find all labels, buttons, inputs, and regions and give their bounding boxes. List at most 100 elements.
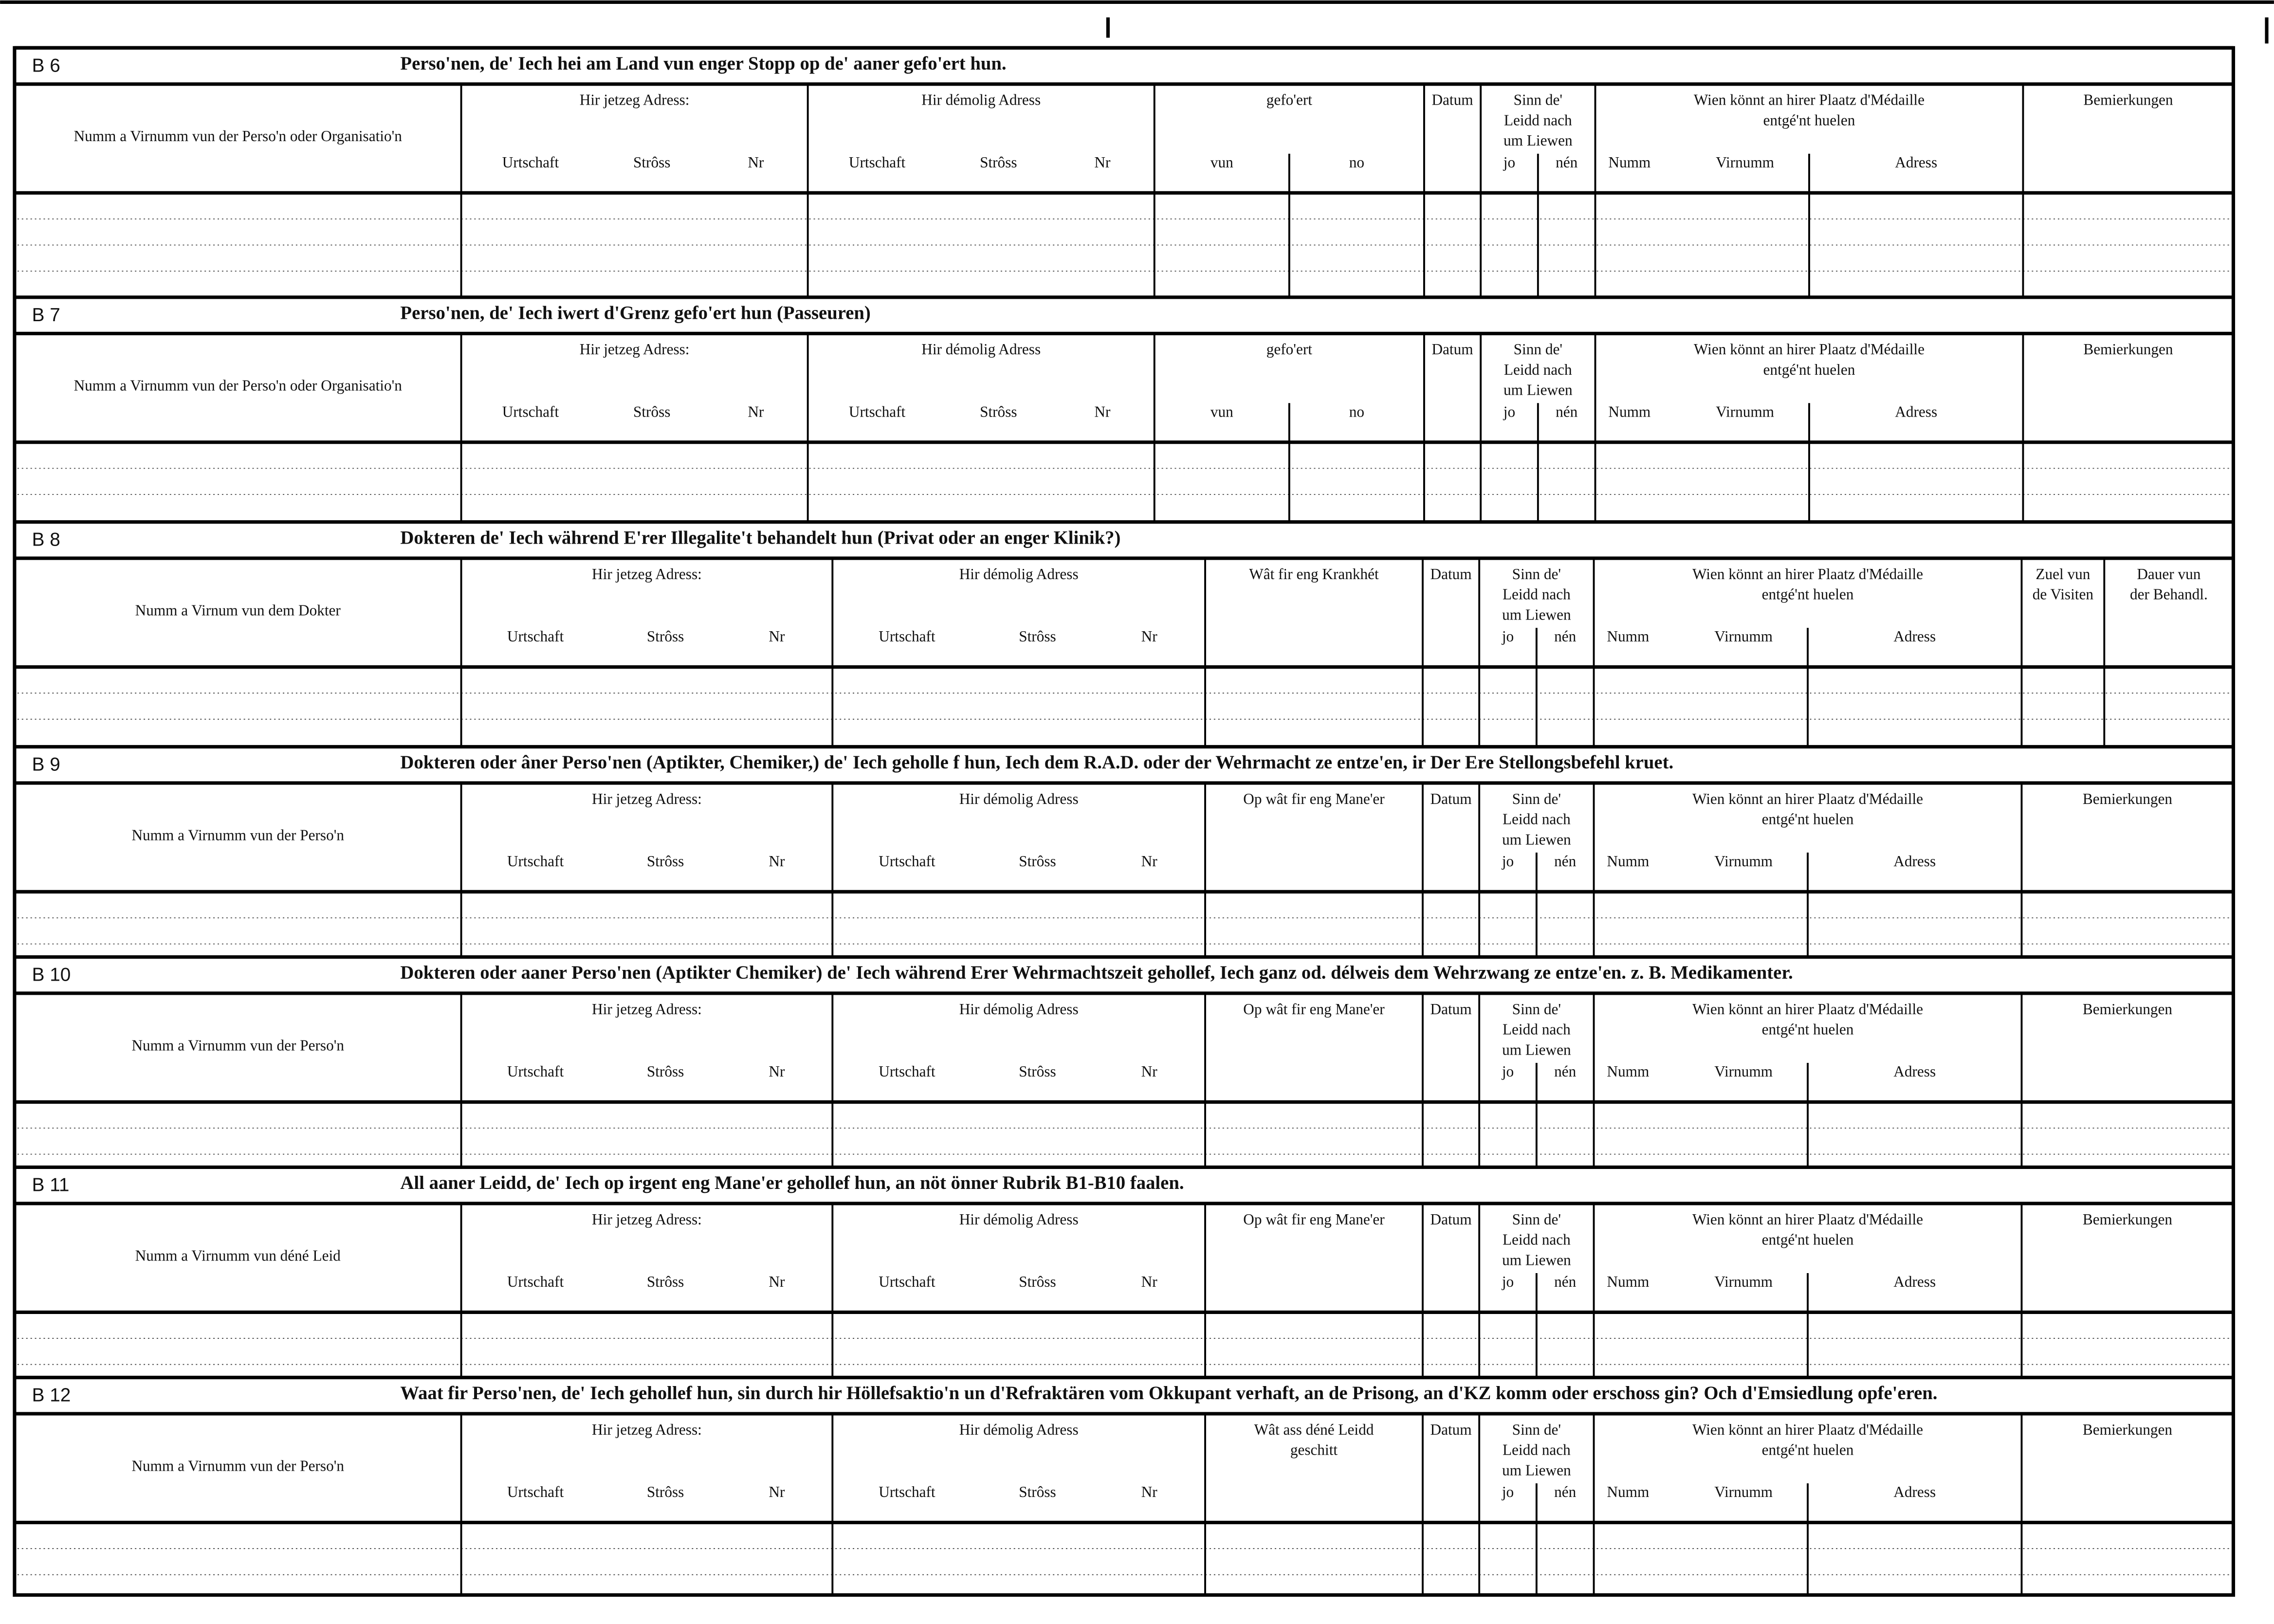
column-header: entgé'nt huelen <box>1762 1231 1854 1248</box>
sub-header: Virnumm <box>1714 1063 1773 1080</box>
sub-header: nén <box>1554 628 1577 645</box>
sub-header: jo <box>1502 853 1514 870</box>
column-header: entgé'nt huelen <box>1763 111 1855 128</box>
sub-header: Urtschaft <box>879 1483 935 1500</box>
sub-header: Adress <box>1895 403 1937 420</box>
column-header: Bemierkungen <box>2083 341 2173 358</box>
sub-header: Adress <box>1893 1273 1936 1290</box>
column-header: entgé'nt huelen <box>1762 811 1854 828</box>
section-title: Dokteren oder âner Perso'nen (Aptikter, … <box>400 752 1673 773</box>
sub-header: Strôss <box>647 1483 684 1500</box>
column-header: Hir démolig Adress <box>959 790 1079 807</box>
sub-header: Numm <box>1608 403 1650 420</box>
sub-header: Numm <box>1607 853 1649 870</box>
sub-header: Strôss <box>647 853 684 870</box>
column-header: Numm a Virnumm vun der Perso'n <box>131 826 344 843</box>
sub-header: vun <box>1210 154 1233 171</box>
column-header: Bemierkungen <box>2083 790 2172 807</box>
column-header: de Visiten <box>2033 586 2094 603</box>
section-code: B 6 <box>32 55 60 76</box>
sub-header: jo <box>1502 1273 1514 1290</box>
section-title: Perso'nen, de' Iech iwert d'Grenz gefo'e… <box>400 302 870 323</box>
sub-header: Adress <box>1893 628 1936 645</box>
sub-header: Adress <box>1893 1063 1936 1080</box>
sub-header: Strôss <box>647 1273 684 1290</box>
sub-header: Strôss <box>1019 1063 1056 1080</box>
column-header: Hir jetzeg Adress: <box>592 566 702 583</box>
column-header: Sinn de' <box>1512 1421 1561 1438</box>
column-header: um Liewen <box>1502 1251 1571 1268</box>
column-header: Sinn de' <box>1512 1211 1561 1228</box>
column-header: gefo'ert <box>1266 341 1312 358</box>
sub-header: jo <box>1503 154 1515 171</box>
column-header: Numm a Virnumm vun déné Leid <box>135 1247 341 1264</box>
column-header: um Liewen <box>1504 132 1573 149</box>
column-header: Sinn de' <box>1512 790 1561 807</box>
sub-header: Nr <box>769 1273 785 1290</box>
column-header: Hir démolig Adress <box>921 341 1041 358</box>
column-header: Wât fir eng Krankhét <box>1249 566 1379 583</box>
sub-header: Urtschaft <box>502 154 559 171</box>
sub-header: nén <box>1554 1483 1577 1500</box>
sub-header: Nr <box>1141 1483 1158 1500</box>
sub-header: Nr <box>769 1063 785 1080</box>
column-header: Hir démolig Adress <box>959 1001 1079 1018</box>
section-code: B 10 <box>32 964 71 985</box>
column-header: Wien könnt an hirer Plaatz d'Médaille <box>1692 1421 1923 1438</box>
section-code: B 11 <box>32 1174 70 1195</box>
sub-header: Numm <box>1607 1273 1649 1290</box>
sub-header: Urtschaft <box>507 1483 564 1500</box>
sub-header: Urtschaft <box>507 1063 564 1080</box>
sub-header: Nr <box>748 403 764 420</box>
column-header: Bemierkungen <box>2083 91 2173 109</box>
sub-header: no <box>1349 403 1364 420</box>
sub-header: jo <box>1503 403 1515 420</box>
column-header: Wien könnt an hirer Plaatz d'Médaille <box>1694 341 1925 358</box>
sub-header: Urtschaft <box>879 628 935 645</box>
column-header: Numm a Virnumm vun der Perso'n <box>131 1037 344 1054</box>
column-header: Wien könnt an hirer Plaatz d'Médaille <box>1692 790 1923 807</box>
sub-header: Nr <box>1094 154 1111 171</box>
sub-header: Numm <box>1607 628 1649 645</box>
sub-header: Strôss <box>647 628 684 645</box>
column-header: um Liewen <box>1502 606 1571 623</box>
column-header: Wien könnt an hirer Plaatz d'Médaille <box>1692 566 1923 583</box>
sub-header: Adress <box>1893 1483 1936 1500</box>
column-header: Datum <box>1431 341 1473 358</box>
sub-header: nén <box>1556 154 1578 171</box>
sub-header: Urtschaft <box>507 628 564 645</box>
sub-header: Adress <box>1895 154 1937 171</box>
section-code: B 9 <box>32 754 60 775</box>
column-header: Op wât fir eng Mane'er <box>1243 1001 1385 1018</box>
sub-header: Nr <box>1141 628 1158 645</box>
column-header: Leidd nach <box>1503 1021 1571 1038</box>
column-header: Numm a Virnum vun dem Dokter <box>135 602 341 619</box>
sub-header: Nr <box>769 1483 785 1500</box>
section-code: B 8 <box>32 529 60 550</box>
sub-header: Virnumm <box>1716 154 1774 171</box>
column-header: Leidd nach <box>1503 1231 1571 1248</box>
column-header: Hir jetzeg Adress: <box>592 1211 702 1228</box>
column-header: Datum <box>1431 91 1473 109</box>
sub-header: jo <box>1502 1483 1514 1500</box>
section-title: Waat fir Perso'nen, de' Iech gehollef hu… <box>400 1383 1937 1404</box>
column-header: Leidd nach <box>1503 811 1571 828</box>
column-header: Numm a Virnumm vun der Perso'n oder Orga… <box>74 128 403 145</box>
column-header: Hir jetzeg Adress: <box>592 1421 702 1438</box>
sub-header: Nr <box>769 628 785 645</box>
column-header: gefo'ert <box>1266 91 1312 109</box>
column-header: um Liewen <box>1502 831 1571 848</box>
column-header: Hir démolig Adress <box>959 566 1079 583</box>
column-header: um Liewen <box>1502 1041 1571 1058</box>
sub-header: Nr <box>1141 1063 1158 1080</box>
sub-header: Urtschaft <box>849 154 906 171</box>
column-header: Leidd nach <box>1504 111 1572 128</box>
column-header: entgé'nt huelen <box>1762 586 1854 603</box>
column-header: Leidd nach <box>1503 586 1571 603</box>
column-header: Hir jetzeg Adress: <box>580 91 690 109</box>
column-header: Hir jetzeg Adress: <box>592 790 702 807</box>
column-header: entgé'nt huelen <box>1762 1442 1854 1459</box>
column-header: Leidd nach <box>1503 1442 1571 1459</box>
